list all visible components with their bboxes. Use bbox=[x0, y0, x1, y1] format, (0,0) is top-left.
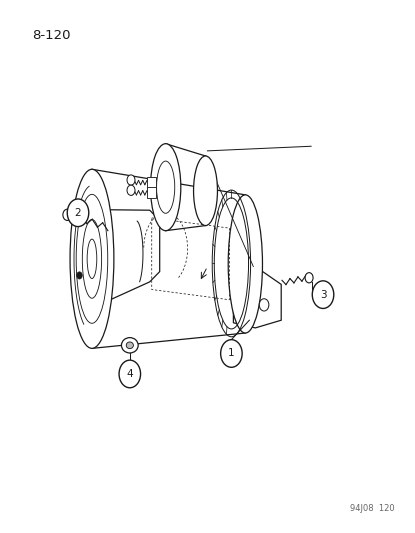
Circle shape bbox=[119, 360, 141, 388]
Circle shape bbox=[80, 217, 85, 224]
Circle shape bbox=[63, 209, 72, 221]
Ellipse shape bbox=[87, 239, 97, 279]
FancyBboxPatch shape bbox=[147, 187, 156, 198]
Ellipse shape bbox=[126, 342, 133, 349]
Circle shape bbox=[127, 185, 135, 196]
Text: 2: 2 bbox=[75, 208, 81, 218]
Circle shape bbox=[127, 175, 135, 185]
Circle shape bbox=[221, 340, 242, 367]
Polygon shape bbox=[233, 266, 281, 328]
Circle shape bbox=[259, 298, 269, 311]
Text: 3: 3 bbox=[320, 289, 326, 300]
Text: 1: 1 bbox=[228, 349, 235, 359]
Ellipse shape bbox=[151, 144, 181, 231]
Circle shape bbox=[67, 199, 89, 227]
Ellipse shape bbox=[193, 156, 217, 225]
Text: 4: 4 bbox=[127, 369, 133, 379]
Ellipse shape bbox=[228, 195, 262, 333]
Polygon shape bbox=[92, 209, 160, 308]
Text: 94J08  120: 94J08 120 bbox=[350, 504, 395, 513]
Text: 8-120: 8-120 bbox=[32, 29, 71, 42]
FancyBboxPatch shape bbox=[147, 177, 156, 188]
Circle shape bbox=[312, 281, 334, 309]
Ellipse shape bbox=[70, 169, 114, 349]
Ellipse shape bbox=[122, 337, 138, 353]
Circle shape bbox=[77, 272, 82, 279]
Circle shape bbox=[305, 273, 313, 283]
